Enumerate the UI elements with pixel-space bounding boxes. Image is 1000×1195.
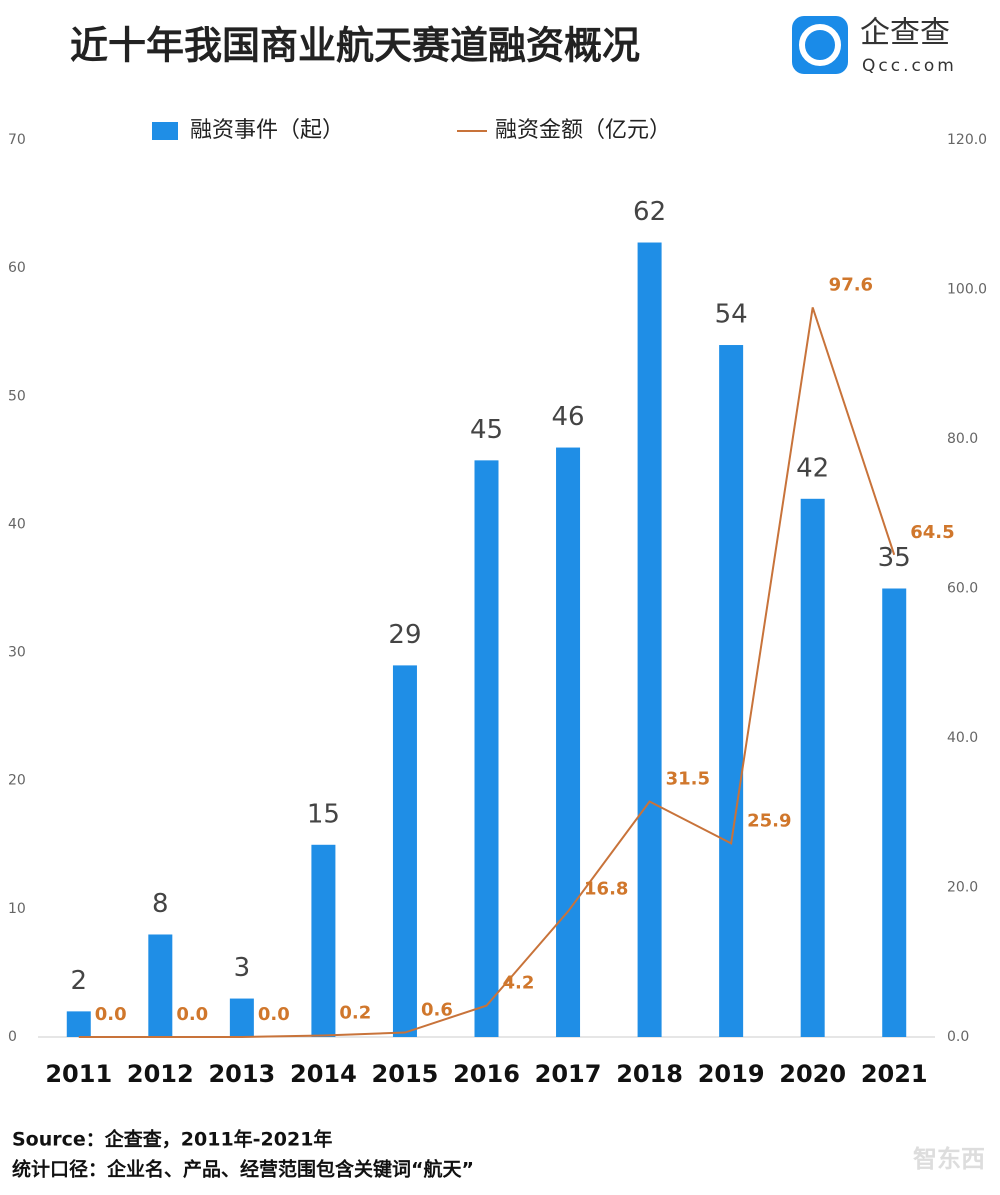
bar [719,345,744,1037]
bar [637,242,662,1037]
bar [392,665,417,1037]
bar-label: 2 [70,966,87,996]
line-label: 25.9 [747,810,791,831]
y-tick-label: 20 [8,773,26,789]
y-tick-label: 30 [8,645,26,661]
chart-title: 近十年我国商业航天赛道融资概况 [70,24,640,68]
x-tick-label: 2014 [290,1060,357,1088]
bar [556,447,581,1037]
y2-tick-label: 20.0 [947,880,978,896]
y2-tick-label: 120.0 [947,132,987,148]
line-label: 97.6 [829,274,873,295]
bar-label: 29 [388,620,421,650]
scope: 统计口径：企业名、产品、经营范围包含关键词“航天” [12,1158,474,1181]
bar-label: 15 [307,799,340,829]
legend-swatch [152,122,178,140]
line-label: 0.0 [176,1004,208,1025]
line [78,307,896,1038]
x-tick-label: 2011 [45,1060,112,1088]
source: Source：企查查，2011年-2021年 [12,1128,332,1151]
line-label: 0.2 [339,1003,371,1024]
bar [800,498,825,1037]
x-tick-label: 2012 [127,1060,194,1088]
bar-label: 46 [551,402,584,432]
y-tick-label: 0 [8,1029,17,1045]
y-tick-label: 60 [8,260,26,276]
bar [882,588,907,1037]
logo-url: Qcc.com [862,56,957,76]
x-tick-label: 2013 [208,1060,275,1088]
y2-tick-label: 0.0 [947,1029,969,1045]
y-tick-label: 10 [8,901,26,917]
bar [474,460,499,1037]
line-label: 16.8 [584,878,628,899]
line-label: 0.0 [95,1004,127,1025]
bar-label: 8 [152,889,169,919]
line-label: 64.5 [910,522,954,543]
y2-tick-label: 80.0 [947,431,978,447]
bar [148,934,173,1037]
legend-label: 融资金额（亿元） [495,118,671,143]
bar-label: 3 [234,953,251,983]
bar-label: 35 [878,543,911,573]
y2-tick-label: 60.0 [947,581,978,597]
line-label: 31.5 [666,769,710,790]
bar [311,844,336,1037]
bar-label: 45 [470,415,503,445]
y2-tick-label: 40.0 [947,730,978,746]
bar-label: 54 [715,300,748,330]
line-label: 0.6 [421,1000,453,1021]
line-label: 0.0 [258,1004,290,1025]
legend-label: 融资事件（起） [190,118,344,143]
y2-tick-label: 100.0 [947,282,987,298]
x-tick-label: 2021 [861,1060,928,1088]
x-tick-label: 2018 [616,1060,683,1088]
bar [66,1011,91,1037]
logo-name: 企查查 [860,16,950,51]
x-tick-label: 2017 [535,1060,602,1088]
x-tick-label: 2015 [372,1060,439,1088]
y-tick-label: 50 [8,388,26,404]
x-tick-label: 2019 [698,1060,765,1088]
bar [229,998,254,1037]
x-tick-label: 2020 [779,1060,846,1088]
watermark: 智东西 [913,1145,985,1173]
line-label: 4.2 [503,973,535,994]
y-tick-label: 40 [8,516,26,532]
x-tick-label: 2016 [453,1060,520,1088]
bar-label: 62 [633,197,666,227]
y-tick-label: 70 [8,132,26,148]
bar-label: 42 [796,453,829,483]
logo-mark [799,24,841,66]
